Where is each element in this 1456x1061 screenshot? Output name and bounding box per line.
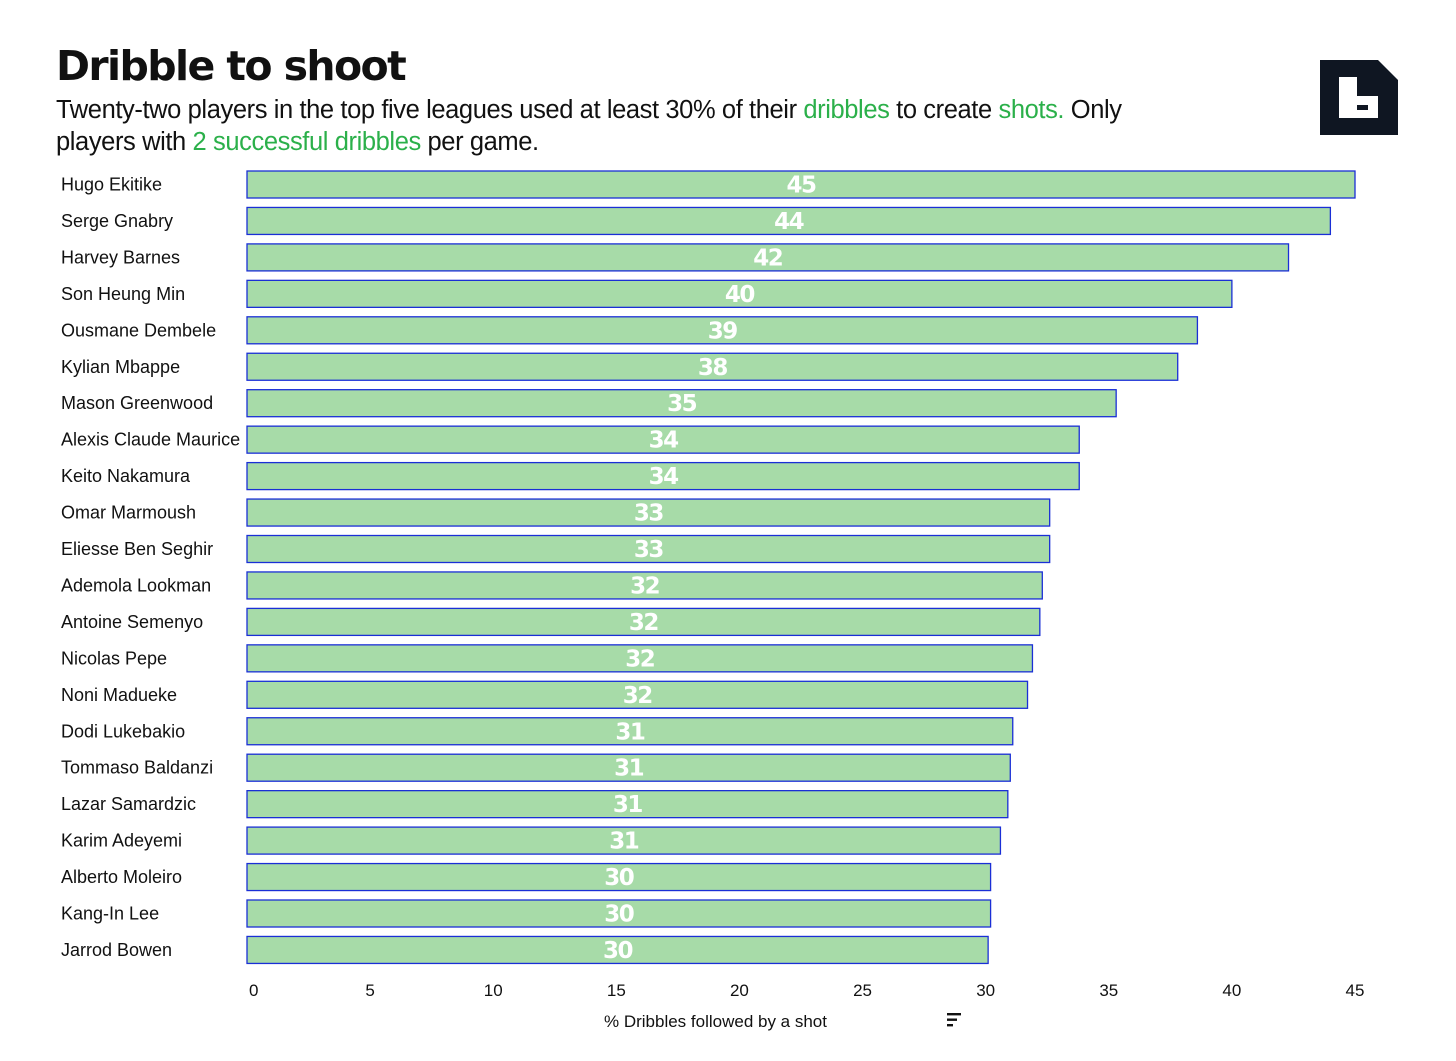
player-name-label: Tommaso Baldanzi — [61, 758, 213, 778]
player-name-label: Karim Adeyemi — [61, 831, 182, 851]
bar — [246, 571, 1043, 600]
bar-value-label: 39 — [708, 318, 738, 344]
bar-value-label: 42 — [753, 245, 782, 271]
player-name-label: Nicolas Pepe — [61, 648, 167, 668]
player-name-label: Alberto Moleiro — [61, 867, 182, 887]
subtitle-highlight-shots: shots. — [998, 96, 1065, 124]
subtitle-text-1: Twenty-two players in the top five leagu… — [56, 96, 804, 124]
player-name-label: Ousmane Dembele — [61, 320, 216, 340]
player-name-label: Lazar Samardzic — [61, 794, 196, 814]
bar-value-label: 34 — [649, 428, 679, 454]
player-name-label: Kylian Mbappe — [61, 357, 180, 377]
bar — [246, 644, 1034, 673]
bar-value-label: 34 — [649, 464, 679, 490]
bar — [246, 425, 1080, 454]
bar-value-label: 33 — [634, 537, 664, 563]
bar-value-label: 31 — [613, 792, 643, 818]
bar — [246, 753, 1011, 782]
bar — [246, 826, 1002, 855]
x-tick-label: 35 — [1099, 981, 1118, 1000]
bar — [246, 899, 992, 928]
x-tick-label: 30 — [976, 981, 995, 1000]
bar-value-label: 30 — [604, 865, 634, 891]
x-tick-label: 10 — [484, 981, 503, 1000]
x-tick-label: 20 — [730, 981, 749, 1000]
bar — [246, 243, 1290, 272]
bar-value-label: 31 — [615, 719, 645, 745]
sort-descending-icon — [947, 1013, 961, 1027]
bar — [246, 935, 989, 965]
x-tick-label: 25 — [853, 981, 872, 1000]
bar — [246, 607, 1041, 637]
player-name-label: Kang-In Lee — [61, 904, 159, 924]
player-name-label: Noni Madueke — [61, 685, 177, 705]
bar-value-label: 40 — [725, 282, 755, 308]
player-labels-group: Hugo Ekitike Serge Gnabry Harvey Barnes Son… — [61, 175, 240, 960]
bar-value-label: 45 — [786, 173, 816, 199]
bar — [246, 717, 1014, 746]
x-axis-title: % Dribbles followed by a shot — [604, 1012, 827, 1031]
bar-value-label: 32 — [629, 610, 658, 636]
player-name-label: Ademola Lookman — [61, 575, 211, 595]
player-name-label: Alexis Claude Maurice — [61, 430, 240, 450]
bar — [246, 352, 1179, 381]
chart-subtitle: Twenty-two players in the top five leagu… — [56, 94, 1206, 158]
bar-value-label: 30 — [604, 902, 634, 928]
bar — [246, 279, 1233, 309]
bar — [246, 461, 1080, 491]
bar-value-label: 33 — [634, 501, 664, 527]
chart-title: Dribble to shoot — [56, 42, 407, 90]
x-tick-label: 15 — [607, 981, 626, 1000]
player-name-label: Son Heung Min — [61, 284, 185, 304]
x-axis-ticks-group: 0 5 10 15 20 25 30 35 40 45 — [249, 981, 1364, 1000]
subtitle-text-4: per game. — [420, 128, 540, 156]
bar — [246, 534, 1051, 564]
player-name-label: Serge Gnabry — [61, 211, 173, 231]
subtitle-highlight-dribbles: dribbles — [803, 96, 890, 124]
bar — [246, 790, 1009, 819]
bar — [246, 206, 1332, 236]
bar — [246, 389, 1117, 418]
bar-value-label: 38 — [698, 355, 728, 381]
player-name-label: Jarrod Bowen — [61, 940, 172, 960]
player-name-label: Eliesse Ben Seghir — [61, 539, 213, 559]
subtitle-text-3: Only players with — [56, 96, 1122, 156]
player-name-label: Antoine Semenyo — [61, 612, 203, 632]
x-tick-label: 45 — [1346, 981, 1365, 1000]
bar-value-label: 35 — [667, 391, 697, 417]
x-tick-label: 40 — [1222, 981, 1241, 1000]
bar — [246, 498, 1051, 527]
bar-value-label: 32 — [625, 646, 654, 672]
subtitle-text-2: to create — [889, 96, 999, 124]
player-name-label: Dodi Lukebakio — [61, 721, 185, 741]
player-name-label: Harvey Barnes — [61, 247, 180, 267]
bar — [246, 680, 1029, 709]
bar-value-label: 32 — [630, 573, 659, 599]
player-name-label: Mason Greenwood — [61, 393, 213, 413]
player-name-label: Hugo Ekitike — [61, 175, 162, 195]
bar — [246, 862, 992, 892]
player-name-label: Omar Marmoush — [61, 503, 196, 523]
x-tick-label: 0 — [249, 981, 258, 1000]
brand-b-logo-icon — [1320, 60, 1398, 135]
bar-value-label: 31 — [614, 756, 644, 782]
x-tick-label: 5 — [365, 981, 374, 1000]
bar-value-label: 44 — [774, 209, 804, 235]
logo-shape — [1320, 60, 1398, 135]
player-name-label: Keito Nakamura — [61, 466, 191, 486]
bar — [246, 316, 1199, 345]
subtitle-highlight-successful-dribbles: 2 successful dribbles — [192, 128, 422, 156]
bar — [246, 170, 1356, 199]
bar-value-label: 32 — [623, 683, 652, 709]
bar-value-label: 31 — [609, 829, 639, 855]
bar-value-label: 30 — [603, 938, 633, 964]
